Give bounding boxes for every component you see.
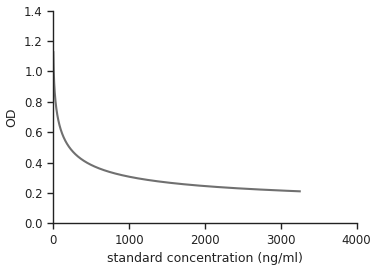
Y-axis label: OD: OD <box>6 107 18 127</box>
X-axis label: standard concentration (ng/ml): standard concentration (ng/ml) <box>107 253 303 265</box>
